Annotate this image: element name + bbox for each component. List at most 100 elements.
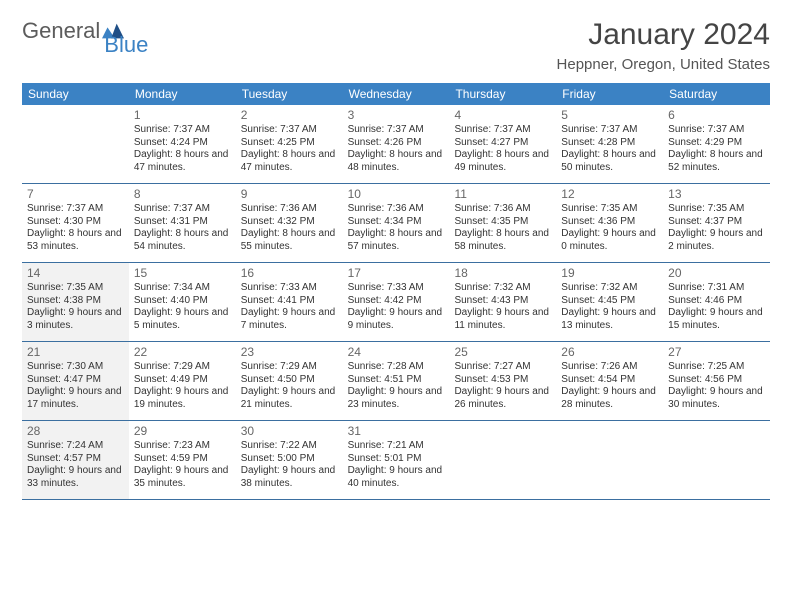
day-info: Sunrise: 7:37 AMSunset: 4:28 PMDaylight:… bbox=[561, 124, 658, 174]
header: General Blue January 2024 Heppner, Orego… bbox=[22, 18, 770, 73]
weeks-container: 1Sunrise: 7:37 AMSunset: 4:24 PMDaylight… bbox=[22, 105, 770, 500]
day-number: 11 bbox=[454, 187, 551, 201]
sunset-text: Sunset: 4:25 PM bbox=[241, 137, 338, 150]
day-cell: 23Sunrise: 7:29 AMSunset: 4:50 PMDayligh… bbox=[236, 342, 343, 420]
day-cell: 16 Sunrise: 7:33 AMSunset: 4:41 PMDayligh… bbox=[236, 263, 343, 341]
sunset-text: Sunset: 4:47 PM bbox=[27, 374, 124, 387]
day-number: 30 bbox=[241, 424, 338, 438]
day-cell: 28 Sunrise: 7:24 AMSunset: 4:57 PMDayligh… bbox=[22, 421, 129, 499]
day-cell: 24Sunrise: 7:28 AMSunset: 4:51 PMDayligh… bbox=[343, 342, 450, 420]
day-cell: 19Sunrise: 7:32 AMSunset: 4:45 PMDayligh… bbox=[556, 263, 663, 341]
daylight-text: Daylight: 9 hours and 13 minutes. bbox=[561, 307, 658, 332]
day-info: Sunrise: 7:24 AMSunset: 4:57 PMDaylight:… bbox=[27, 440, 124, 490]
week-row: 21 Sunrise: 7:30 AMSunset: 4:47 PM Dayligh… bbox=[22, 342, 770, 421]
day-info: Sunrise: 7:37 AMSunset: 4:30 PMDaylight:… bbox=[27, 203, 124, 253]
day-info: Sunrise: 7:33 AMSunset: 4:42 PMDaylight:… bbox=[348, 282, 445, 332]
day-cell: 15Sunrise: 7:34 AMSunset: 4:40 PMDayligh… bbox=[129, 263, 236, 341]
sunrise-text: Sunrise: 7:37 AM bbox=[27, 203, 124, 216]
dayhead-saturday: Saturday bbox=[663, 83, 770, 105]
day-number: 21 bbox=[27, 345, 124, 359]
brand-name-part1: General bbox=[22, 18, 100, 44]
sunrise-text: Sunrise: 7:21 AM bbox=[348, 440, 445, 453]
day-number: 28 bbox=[27, 424, 124, 438]
sunset-text: Sunset: 4:40 PM bbox=[134, 295, 231, 308]
location-label: Heppner, Oregon, United States bbox=[557, 56, 770, 73]
calendar: Sunday Monday Tuesday Wednesday Thursday… bbox=[22, 83, 770, 500]
day-info: Sunrise: 7:22 AMSunset: 5:00 PMDaylight:… bbox=[241, 440, 338, 490]
sunrise-text: Sunrise: 7:36 AM bbox=[241, 203, 338, 216]
day-number: 17 bbox=[348, 266, 445, 280]
day-cell: 11Sunrise: 7:36 AMSunset: 4:35 PMDayligh… bbox=[449, 184, 556, 262]
day-info: Sunrise: 7:23 AMSunset: 4:59 PMDaylight:… bbox=[134, 440, 231, 490]
brand-name-part2: Blue bbox=[104, 32, 148, 58]
day-info: Sunrise: 7:25 AMSunset: 4:56 PMDaylight:… bbox=[668, 361, 765, 411]
day-cell: 12Sunrise: 7:35 AMSunset: 4:36 PMDayligh… bbox=[556, 184, 663, 262]
sunset-text: Sunset: 4:42 PM bbox=[348, 295, 445, 308]
day-number: 10 bbox=[348, 187, 445, 201]
day-cell: 13Sunrise: 7:35 AMSunset: 4:37 PMDayligh… bbox=[663, 184, 770, 262]
daylight-text: Daylight: 8 hours and 47 minutes. bbox=[134, 149, 231, 174]
day-cell: 10 Sunrise: 7:36 AMSunset: 4:34 PMDayligh… bbox=[343, 184, 450, 262]
day-cell: 22Sunrise: 7:29 AMSunset: 4:49 PMDayligh… bbox=[129, 342, 236, 420]
daylight-text: Daylight: 9 hours and 35 minutes. bbox=[134, 465, 231, 490]
day-cell: 1Sunrise: 7:37 AMSunset: 4:24 PMDaylight… bbox=[129, 105, 236, 183]
day-cell: 25Sunrise: 7:27 AMSunset: 4:53 PMDayligh… bbox=[449, 342, 556, 420]
sunset-text: Sunset: 4:46 PM bbox=[668, 295, 765, 308]
sunset-text: Sunset: 4:51 PM bbox=[348, 374, 445, 387]
daylight-text: Daylight: 9 hours and 11 minutes. bbox=[454, 307, 551, 332]
sunset-text: Sunset: 4:32 PM bbox=[241, 216, 338, 229]
day-cell: 21Sunrise: 7:30 AMSunset: 4:47 PMDayligh… bbox=[22, 342, 129, 420]
day-info: Sunrise: 7:36 AMSunset: 4:34 PMDaylight:… bbox=[348, 203, 445, 253]
sunrise-text: Sunrise: 7:33 AM bbox=[348, 282, 445, 295]
sunrise-text: Sunrise: 7:37 AM bbox=[241, 124, 338, 137]
day-cell: 30 Sunrise: 7:22 AMSunset: 5:00 PMDayligh… bbox=[236, 421, 343, 499]
sunset-text: Sunset: 4:57 PM bbox=[27, 453, 124, 466]
sunrise-text: Sunrise: 7:35 AM bbox=[27, 282, 124, 295]
sunrise-text: Sunrise: 7:37 AM bbox=[134, 203, 231, 216]
sunrise-text: Sunrise: 7:29 AM bbox=[241, 361, 338, 374]
daylight-text: Daylight: 8 hours and 47 minutes. bbox=[241, 149, 338, 174]
sunrise-text: Sunrise: 7:30 AM bbox=[27, 361, 124, 374]
dayhead-wednesday: Wednesday bbox=[343, 83, 450, 105]
day-cell: 7Sunrise: 7:37 AMSunset: 4:30 PMDaylight… bbox=[22, 184, 129, 262]
sunset-text: Sunset: 4:53 PM bbox=[454, 374, 551, 387]
sunrise-text: Sunrise: 7:25 AM bbox=[668, 361, 765, 374]
day-number: 20 bbox=[668, 266, 765, 280]
day-cell: 27Sunrise: 7:25 AMSunset: 4:56 PMDayligh… bbox=[663, 342, 770, 420]
day-info: Sunrise: 7:27 AMSunset: 4:53 PMDaylight:… bbox=[454, 361, 551, 411]
daylight-text: Daylight: 9 hours and 38 minutes. bbox=[241, 465, 338, 490]
sunset-text: Sunset: 4:29 PM bbox=[668, 137, 765, 150]
day-info: Sunrise: 7:29 AMSunset: 4:50 PMDaylight:… bbox=[241, 361, 338, 411]
sunrise-text: Sunrise: 7:29 AM bbox=[134, 361, 231, 374]
day-number: 31 bbox=[348, 424, 445, 438]
day-cell: 4Sunrise: 7:37 AMSunset: 4:27 PMDaylight… bbox=[449, 105, 556, 183]
sunset-text: Sunset: 4:37 PM bbox=[668, 216, 765, 229]
week-row: 28 Sunrise: 7:24 AMSunset: 4:57 PMDayligh… bbox=[22, 421, 770, 500]
sunset-text: Sunset: 4:56 PM bbox=[668, 374, 765, 387]
sunset-text: Sunset: 5:00 PM bbox=[241, 453, 338, 466]
day-info: Sunrise: 7:33 AMSunset: 4:41 PMDaylight:… bbox=[241, 282, 338, 332]
daylight-text: Daylight: 9 hours and 21 minutes. bbox=[241, 386, 338, 411]
daylight-text: Daylight: 9 hours and 33 minutes. bbox=[27, 465, 124, 490]
sunrise-text: Sunrise: 7:23 AM bbox=[134, 440, 231, 453]
daylight-text: Daylight: 9 hours and 0 minutes. bbox=[561, 228, 658, 253]
dayhead-sunday: Sunday bbox=[22, 83, 129, 105]
daylight-text: Daylight: 9 hours and 40 minutes. bbox=[348, 465, 445, 490]
day-number: 18 bbox=[454, 266, 551, 280]
sunset-text: Sunset: 4:49 PM bbox=[134, 374, 231, 387]
dayhead-tuesday: Tuesday bbox=[236, 83, 343, 105]
dayhead-friday: Friday bbox=[556, 83, 663, 105]
day-info: Sunrise: 7:31 AMSunset: 4:46 PMDaylight:… bbox=[668, 282, 765, 332]
day-info: Sunrise: 7:34 AMSunset: 4:40 PMDaylight:… bbox=[134, 282, 231, 332]
day-cell: 17 Sunrise: 7:33 AMSunset: 4:42 PMDayligh… bbox=[343, 263, 450, 341]
sunset-text: Sunset: 4:27 PM bbox=[454, 137, 551, 150]
daylight-text: Daylight: 9 hours and 15 minutes. bbox=[668, 307, 765, 332]
day-header-row: Sunday Monday Tuesday Wednesday Thursday… bbox=[22, 83, 770, 105]
daylight-text: Daylight: 8 hours and 48 minutes. bbox=[348, 149, 445, 174]
sunset-text: Sunset: 4:41 PM bbox=[241, 295, 338, 308]
sunrise-text: Sunrise: 7:37 AM bbox=[561, 124, 658, 137]
day-number: 2 bbox=[241, 108, 338, 122]
day-number: 16 bbox=[241, 266, 338, 280]
sunrise-text: Sunrise: 7:31 AM bbox=[668, 282, 765, 295]
day-info: Sunrise: 7:35 AMSunset: 4:38 PMDaylight:… bbox=[27, 282, 124, 332]
